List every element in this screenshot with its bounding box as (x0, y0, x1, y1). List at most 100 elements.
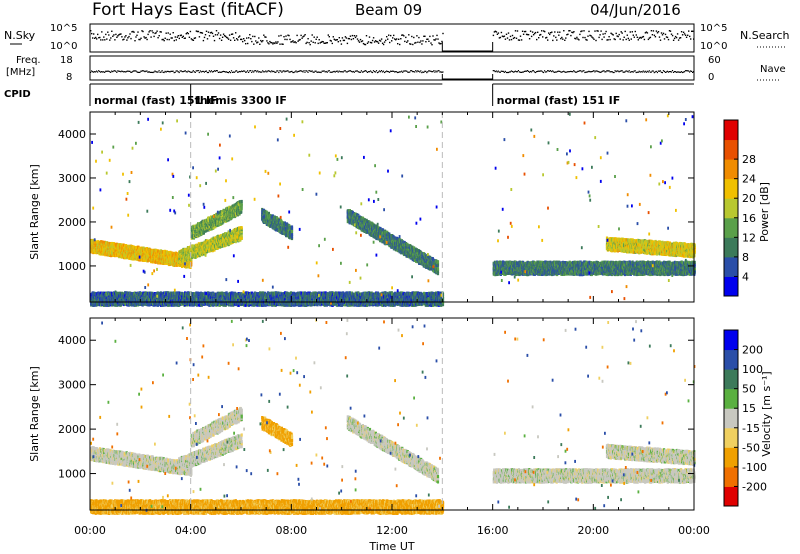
nsky-point (228, 39, 229, 40)
nsky-point (265, 37, 266, 38)
freq-point (433, 70, 434, 71)
freq-point (236, 70, 237, 71)
nsky-point (529, 38, 530, 39)
nsky-point (314, 37, 315, 38)
nsky-point (533, 34, 534, 35)
nsky-point (408, 34, 409, 35)
radar-figure: Fort Hays East (fitACF) Beam 09 04/Jun/2… (0, 0, 800, 554)
freq-point (384, 72, 385, 73)
nsky-point (114, 39, 115, 40)
nsky-point (368, 41, 369, 42)
freq-point (110, 72, 111, 73)
freq-point (206, 71, 207, 72)
nsky-point (303, 35, 304, 36)
freq-point (656, 71, 657, 72)
nsky-point (306, 42, 307, 43)
freq-point (505, 71, 506, 72)
nsky-point (659, 36, 660, 37)
nsky-point (345, 36, 346, 37)
freq-label: Freq. (16, 55, 41, 66)
nsky-point (624, 37, 625, 38)
nsky-point (429, 36, 430, 37)
nsky-point (317, 37, 318, 38)
freq-point (583, 70, 584, 71)
nsky-point (432, 35, 433, 36)
nsky-point (613, 34, 614, 35)
nsky-point (599, 34, 600, 35)
freq-point (546, 71, 547, 72)
freq-point (518, 70, 519, 71)
nsky-point (299, 39, 300, 40)
nsky-point (607, 39, 608, 40)
nsky-point (123, 39, 124, 40)
nsky-point (258, 37, 259, 38)
freq-point (280, 71, 281, 72)
nsky-point (286, 39, 287, 40)
freq-point (380, 71, 381, 72)
nsky-point (206, 31, 207, 32)
freq-point (565, 72, 566, 73)
nsky-point (276, 43, 277, 44)
freq-point (649, 70, 650, 71)
freq-point (420, 70, 421, 71)
nsky-point (392, 37, 393, 38)
nsky-point (285, 35, 286, 36)
freq-point (112, 71, 113, 72)
nsky-point (222, 37, 223, 38)
nsky-point (199, 36, 200, 37)
freq-point (250, 70, 251, 71)
date-label: 04/Jun/2016 (590, 1, 681, 19)
nsky-point (509, 39, 510, 40)
nsky-point (668, 39, 669, 40)
nsky-point (328, 34, 329, 35)
nsky-point (420, 40, 421, 41)
nsky-point (689, 36, 690, 37)
nsky-point (248, 37, 249, 38)
freq-point (366, 71, 367, 72)
nsky-point (268, 43, 269, 44)
nsky-point (604, 33, 605, 34)
nsky-point (279, 44, 280, 45)
nsky-point (139, 39, 140, 40)
nsky-point (517, 30, 518, 31)
nsky-point (352, 35, 353, 36)
nsky-point (428, 41, 429, 42)
nsky-point (553, 35, 554, 36)
nsearch-tick-bottom: 10^0 (700, 41, 727, 52)
nsky-point (569, 30, 570, 31)
nsky-point (331, 40, 332, 41)
freq-point (520, 72, 521, 73)
freq-point (157, 71, 158, 72)
nsky-point (627, 35, 628, 36)
nsky-point (398, 39, 399, 40)
nsky-point (277, 41, 278, 42)
freq-point (306, 71, 307, 72)
nsky-point (538, 37, 539, 38)
nsky-point (521, 39, 522, 40)
nsky-point (152, 32, 153, 33)
freq-point (188, 71, 189, 72)
nsky-point (338, 41, 339, 42)
nsky-point (603, 36, 604, 37)
freq-point (211, 70, 212, 71)
nsky-point (367, 43, 368, 44)
nsky-point (254, 36, 255, 37)
cpid-segment-label: normal (fast) 151 IF (497, 94, 621, 107)
nsky-point (209, 35, 210, 36)
nsky-point (593, 39, 594, 40)
nsky-point (540, 34, 541, 35)
freq-point (327, 72, 328, 73)
nsearch-label: N.Search (740, 29, 790, 42)
freq-point (295, 70, 296, 71)
nsky-point (263, 35, 264, 36)
nsky-point (213, 36, 214, 37)
nsky-point (674, 38, 675, 39)
nsky-point (120, 33, 121, 34)
nsky-point (497, 34, 498, 35)
nsky-point (142, 31, 143, 32)
nsky-point (124, 36, 125, 37)
nsky-point (99, 37, 100, 38)
nsky-point (351, 39, 352, 40)
freq-point (127, 71, 128, 72)
nsky-point (164, 40, 165, 41)
